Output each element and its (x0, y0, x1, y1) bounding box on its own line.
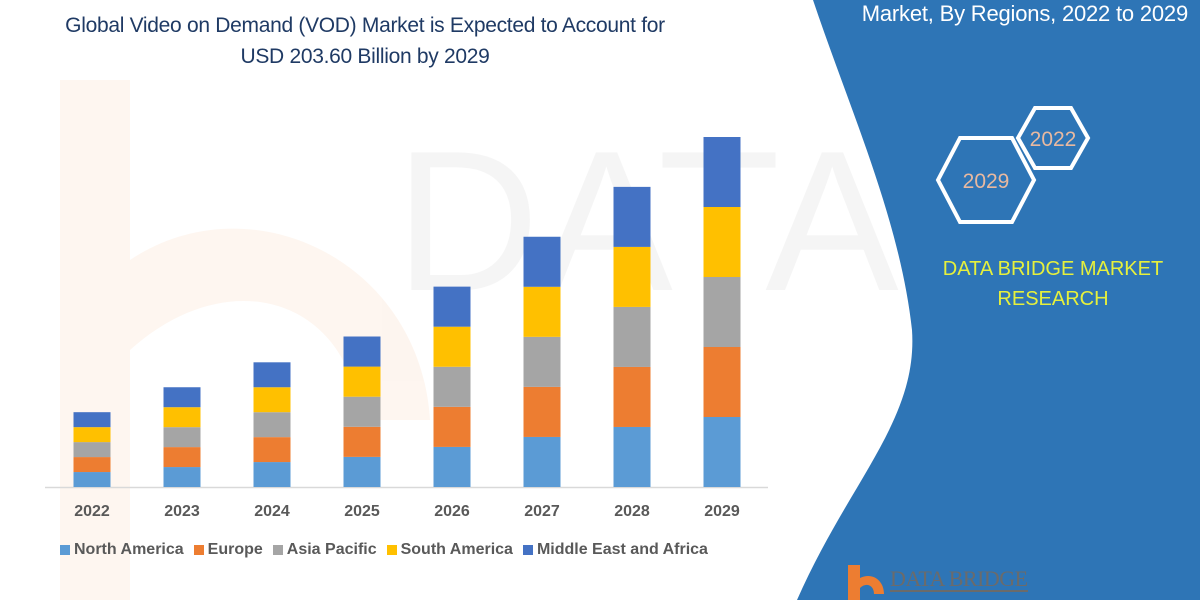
bar-2028-europe (613, 366, 651, 427)
logo-text: DATA BRIDGE (890, 566, 1028, 592)
x-tick-label: 2024 (254, 503, 290, 520)
bar-2022-asia-pacific (73, 442, 111, 458)
company-name: DATA BRIDGE MARKET RESEARCH (920, 254, 1186, 314)
hexagon-2022 (1015, 106, 1091, 170)
legend-swatch (272, 545, 283, 555)
bar-2024-north-america (253, 462, 291, 487)
bar-2029-europe (703, 347, 741, 417)
legend-swatch (60, 545, 70, 555)
bar-2028-south-america (613, 246, 651, 307)
x-tick-label: 2022 (74, 503, 110, 520)
company-line-2: RESEARCH (997, 288, 1109, 310)
bar-2026-south-america (433, 326, 471, 367)
bar-2023-europe (163, 447, 201, 468)
bar-2029-south-america (703, 207, 741, 277)
x-tick-label: 2029 (704, 503, 740, 520)
legend-label: Europe (207, 541, 263, 558)
hex-2022-label: 2022 (1030, 128, 1077, 151)
bar-2028-asia-pacific (613, 306, 651, 367)
hex-2029-label: 2029 (963, 170, 1010, 193)
bar-2027-south-america (523, 286, 561, 337)
title-line-1: Global Video on Demand (VOD) Market is E… (65, 14, 665, 37)
bar-2026-asia-pacific (433, 366, 471, 407)
bar-2027-north-america (523, 436, 561, 487)
bar-2029-asia-pacific (703, 277, 741, 347)
legend-item: North America (60, 541, 184, 559)
bar-2029-middle-east-and-africa (703, 137, 741, 207)
bar-2022-north-america (73, 472, 111, 487)
bar-2025-south-america (343, 366, 381, 397)
chart-title: Global Video on Demand (VOD) Market is E… (0, 10, 730, 72)
legend-label: Middle East and Africa (536, 541, 708, 558)
bar-2024-asia-pacific (253, 412, 291, 438)
legend-label: Asia Pacific (286, 541, 377, 558)
bar-2026-middle-east-and-africa (433, 286, 471, 327)
x-tick-label: 2028 (614, 503, 650, 520)
bar-2026-europe (433, 406, 471, 447)
legend-item: Asia Pacific (272, 541, 377, 559)
bar-2023-south-america (163, 407, 201, 428)
x-tick-label: 2023 (164, 503, 200, 520)
bar-2024-middle-east-and-africa (253, 362, 291, 388)
bar-2025-europe (343, 426, 381, 457)
legend-item: Middle East and Africa (522, 541, 708, 559)
legend-item: Europe (193, 541, 263, 559)
company-line-1: DATA BRIDGE MARKET (942, 258, 1164, 280)
bar-2025-middle-east-and-africa (343, 336, 381, 367)
bar-2027-middle-east-and-africa (523, 236, 561, 287)
bar-2029-north-america (703, 417, 741, 487)
bar-2028-middle-east-and-africa (613, 186, 651, 247)
logo-icon (848, 565, 884, 600)
bar-2023-north-america (163, 467, 201, 487)
bar-2027-europe (523, 386, 561, 437)
bar-2022-europe (73, 457, 111, 473)
right-panel (797, 0, 1200, 600)
panel-heading: Market, By Regions, 2022 to 2029 (861, 1, 1188, 26)
legend-label: North America (74, 541, 184, 558)
x-tick-label: 2025 (344, 503, 380, 520)
bar-2022-middle-east-and-africa (73, 412, 111, 428)
bar-2024-europe (253, 437, 291, 463)
bar-2023-middle-east-and-africa (163, 387, 201, 408)
hexagon-2029 (935, 136, 1037, 224)
legend-label: South America (400, 541, 513, 558)
title-line-2: USD 203.60 Billion by 2029 (240, 45, 490, 68)
legend-swatch (193, 545, 204, 555)
bar-2025-asia-pacific (343, 396, 381, 427)
bar-2027-asia-pacific (523, 336, 561, 387)
chart (45, 137, 768, 489)
legend-swatch (522, 545, 533, 555)
bar-2025-north-america (343, 456, 381, 487)
bar-2023-asia-pacific (163, 427, 201, 448)
legend: North America Europe Asia Pacific South Ame… (60, 541, 708, 559)
legend-swatch (386, 545, 397, 555)
x-tick-label: 2027 (524, 503, 560, 520)
bar-2026-north-america (433, 446, 471, 487)
legend-item: South America (386, 541, 513, 559)
x-tick-label: 2026 (434, 503, 470, 520)
bar-2022-south-america (73, 427, 111, 443)
bar-2028-north-america (613, 426, 651, 487)
bar-2024-south-america (253, 387, 291, 413)
